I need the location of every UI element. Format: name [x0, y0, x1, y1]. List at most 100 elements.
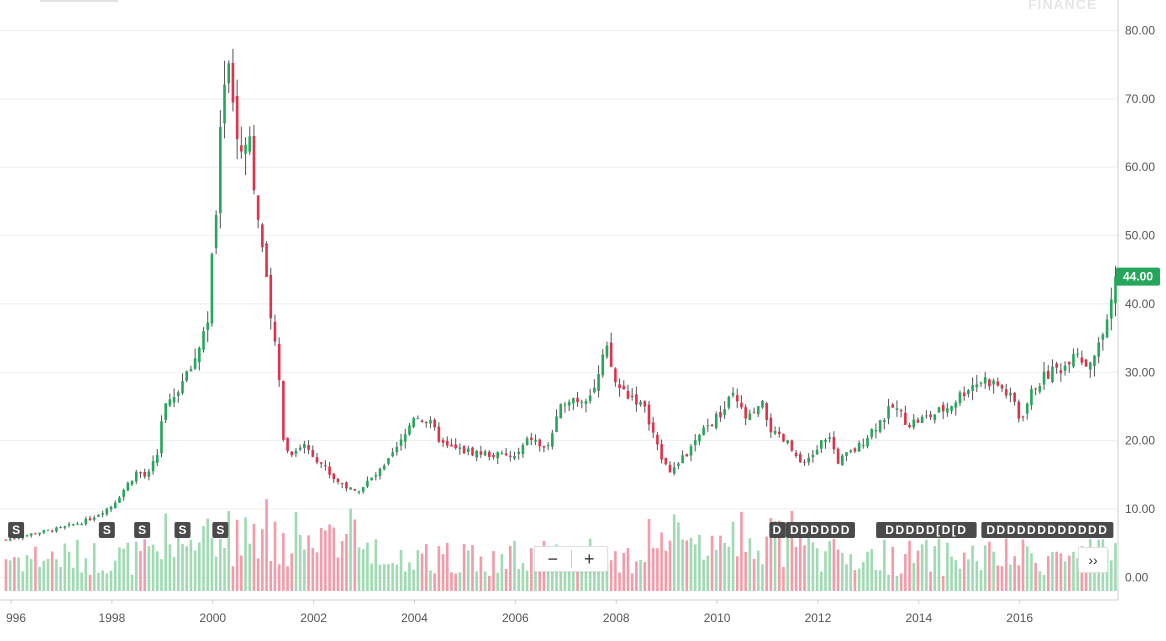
candle-body — [992, 380, 995, 385]
volume-bar — [206, 518, 210, 591]
volume-bar — [836, 549, 840, 591]
candle-body — [109, 506, 113, 510]
candle-body — [597, 374, 600, 391]
zoom-out-button[interactable]: − — [547, 548, 558, 569]
split-marker[interactable] — [174, 522, 191, 538]
split-marker[interactable] — [98, 522, 115, 538]
candle-body — [521, 445, 525, 455]
volume-bar — [933, 546, 937, 591]
dividend-marker-label: D — [773, 523, 783, 537]
candle-body — [231, 62, 235, 103]
candle-body — [227, 63, 231, 84]
dividend-marker[interactable] — [785, 522, 855, 538]
volume-bar — [143, 539, 146, 591]
volume-bar — [391, 562, 394, 591]
volume-bar — [752, 558, 756, 591]
scroll-to-latest-button[interactable]: ›› — [1078, 547, 1108, 573]
volume-bar — [668, 540, 672, 591]
candle-body — [105, 508, 109, 515]
volume-bar — [475, 571, 478, 591]
candle-body — [261, 224, 264, 248]
volume-bar — [614, 551, 617, 591]
split-marker-label: S — [216, 523, 224, 537]
candle-body — [46, 529, 50, 531]
dividend-marker[interactable] — [981, 522, 1114, 538]
volume-bar — [605, 563, 609, 591]
candle-body — [622, 385, 626, 390]
candle-body — [42, 530, 46, 533]
volume-bar — [773, 521, 777, 591]
volume-bar — [29, 559, 33, 591]
volume-bar — [660, 532, 663, 591]
volume-bar — [971, 545, 974, 591]
zoom-in-button[interactable]: + — [583, 548, 595, 569]
volume-bar — [580, 570, 584, 591]
x-tick-label: 2012 — [805, 611, 832, 625]
volume-bar — [315, 552, 319, 591]
volume-bar — [761, 564, 764, 591]
volume-bar — [727, 546, 731, 591]
volume-bar — [252, 523, 256, 591]
candle-body — [155, 454, 159, 463]
split-marker[interactable] — [212, 522, 229, 538]
candle-body — [420, 420, 424, 423]
volume-bar — [487, 575, 491, 591]
candle-body — [315, 457, 319, 463]
candle-body — [374, 475, 378, 477]
candle-body — [181, 381, 184, 394]
candle-body — [1101, 334, 1105, 340]
candle-body — [328, 466, 331, 475]
candle-body — [609, 342, 613, 367]
volume-bar — [63, 543, 67, 591]
candle-body — [883, 420, 886, 423]
split-marker[interactable] — [8, 522, 25, 538]
candle-body — [126, 483, 130, 491]
volume-bar — [416, 549, 420, 591]
candle-body — [832, 436, 836, 450]
volume-bar — [294, 511, 298, 591]
volume-bar — [983, 545, 987, 591]
volume-bar — [1034, 562, 1037, 591]
volume-bar — [500, 554, 504, 591]
volume-bar — [311, 548, 315, 591]
candle-body — [723, 409, 726, 416]
x-tick-label: 2006 — [502, 611, 529, 625]
candle-body — [660, 444, 663, 460]
candle-body — [412, 418, 415, 428]
split-marker[interactable] — [134, 522, 151, 538]
event-markers[interactable]: S S S S S D DDDDDD DDDDD[D[D DDDDDDDDDDDD — [8, 522, 1114, 538]
volume-bar — [706, 555, 710, 591]
volume-bar — [546, 566, 550, 591]
volume-bar — [828, 540, 832, 591]
candle-body — [731, 392, 735, 396]
candle-body — [735, 395, 739, 402]
volume-bar — [441, 554, 445, 591]
x-tick-label: 2008 — [603, 611, 630, 625]
candle-body — [340, 482, 344, 484]
volume-bar — [273, 521, 277, 591]
candle-body — [1013, 392, 1016, 402]
dividend-marker[interactable] — [769, 522, 786, 538]
candle-body — [13, 538, 16, 540]
volume-bar — [155, 551, 159, 591]
volume-bar — [42, 560, 46, 591]
volume-bar — [866, 551, 869, 591]
volume-bar — [454, 573, 457, 591]
dividend-marker[interactable] — [876, 522, 977, 538]
volume-bar — [462, 543, 466, 591]
candle-body — [198, 347, 201, 363]
volume-bar — [1042, 574, 1046, 591]
volume-bar — [857, 568, 861, 591]
candle-body — [807, 457, 810, 463]
candle-body — [971, 385, 974, 391]
candle-body — [841, 455, 844, 466]
candle-body — [370, 477, 373, 481]
volume-bar — [433, 573, 436, 591]
volume-bar — [256, 558, 260, 591]
volume-bar — [656, 548, 659, 591]
volume-bar — [429, 570, 432, 591]
volume-bar — [269, 561, 273, 591]
volume-bar — [769, 517, 773, 591]
